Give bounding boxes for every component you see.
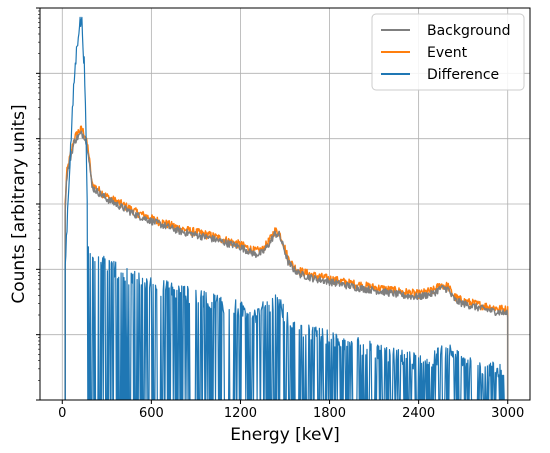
x-tick-label: 3000	[491, 406, 524, 421]
legend-box	[371, 13, 525, 91]
x-tick-label: 1800	[313, 406, 346, 421]
tick-layer: 0 600 1200 1800 2400 3000	[36, 7, 524, 421]
series-line-background	[64, 130, 509, 400]
x-tick-label: 600	[139, 406, 164, 421]
legend-label-difference: Difference	[427, 67, 499, 83]
x-tick-label: 2400	[402, 406, 435, 421]
y-axis-label: Counts [arbitrary units]	[9, 104, 29, 303]
x-tick-label: 1200	[224, 406, 257, 421]
series-line-difference	[64, 16, 508, 400]
legend-label-event: Event	[427, 45, 468, 61]
series-layer	[64, 16, 509, 400]
legend: Background Event Difference	[371, 13, 525, 91]
x-axis-label: Energy [keV]	[230, 425, 340, 445]
legend-label-background: Background	[427, 23, 511, 39]
x-tick-label: 0	[58, 406, 66, 421]
